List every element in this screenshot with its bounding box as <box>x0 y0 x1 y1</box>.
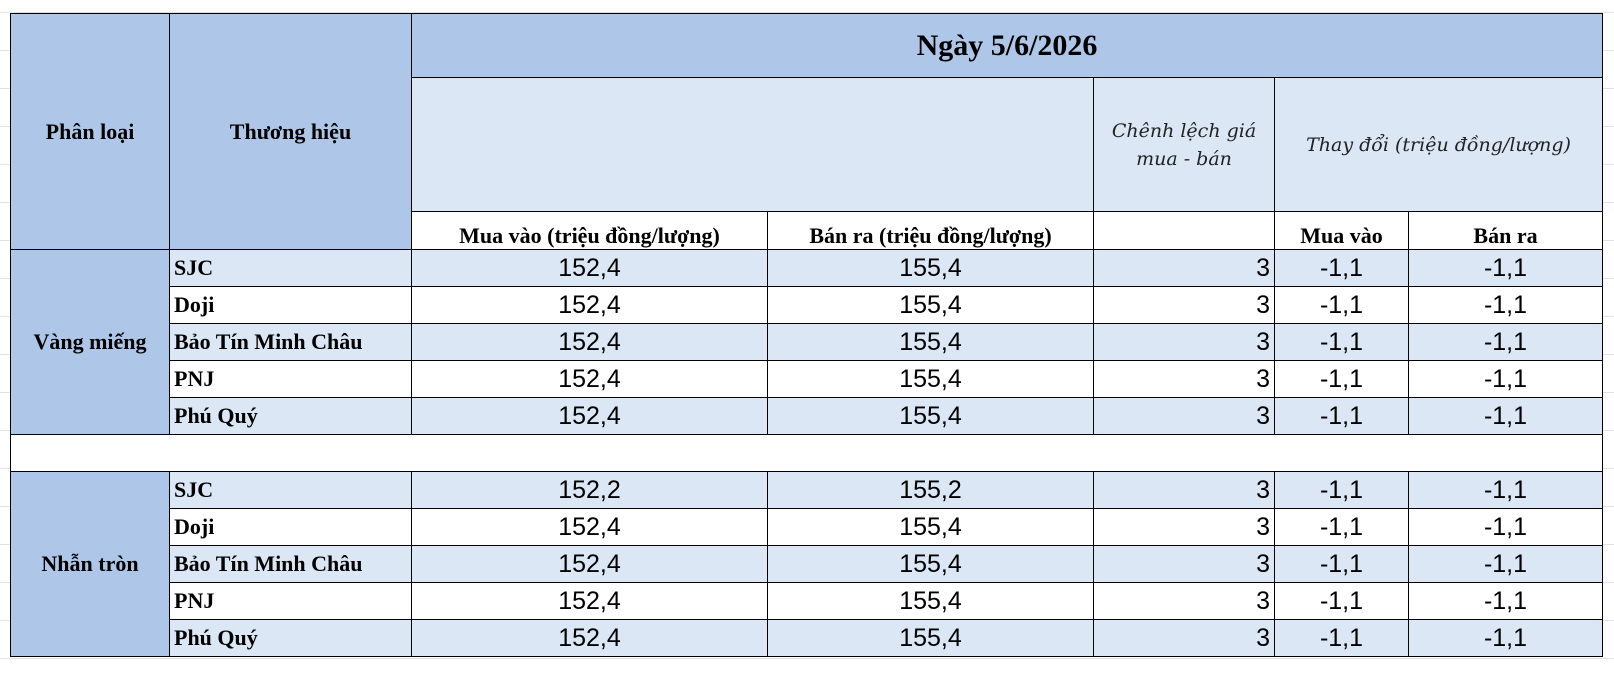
buy-price: 152,4 <box>411 397 768 435</box>
buy-header: Mua vào (triệu đồng/lượng) <box>411 211 768 250</box>
brand: Phú Quý <box>169 397 412 435</box>
spread-header: Chênh lệch giá mua - bán <box>1093 77 1275 212</box>
change-buy: -1,1 <box>1274 582 1409 620</box>
change-sell: -1,1 <box>1408 286 1603 324</box>
sell-price: 155,4 <box>767 249 1094 287</box>
sell-price: 155,4 <box>767 323 1094 361</box>
sell-header: Bán ra (triệu đồng/lượng) <box>767 211 1094 250</box>
category-cell: Vàng miếng <box>10 249 170 435</box>
change-buy: -1,1 <box>1274 360 1409 398</box>
blank-header <box>411 77 1094 212</box>
change-sell: -1,1 <box>1408 323 1603 361</box>
spread: 3 <box>1093 397 1275 435</box>
buy-price: 152,4 <box>411 582 768 620</box>
change-sell-header: Bán ra <box>1408 211 1603 250</box>
brand: SJC <box>169 249 412 287</box>
data-row: Vàng miếng SJC 152,4 155,4 3 -1,1 -1,1 <box>10 249 1603 435</box>
data-row: Phú Quý 152,4 155,4 3 -1,1 -1,1 <box>11 397 1603 435</box>
sell-price: 155,2 <box>767 471 1094 509</box>
change-buy: -1,1 <box>1274 619 1409 657</box>
spread: 3 <box>1093 323 1275 361</box>
buy-price: 152,4 <box>411 249 768 287</box>
brand-header: Thương hiệu <box>169 13 412 250</box>
change-buy: -1,1 <box>1274 249 1409 287</box>
spread: 3 <box>1093 619 1275 657</box>
spread: 3 <box>1093 508 1275 546</box>
spread: 3 <box>1093 471 1275 509</box>
change-header: Thay đổi (triệu đồng/lượng) <box>1274 77 1603 212</box>
data-row: PNJ 152,4 155,4 3 -1,1 -1,1 <box>11 360 1603 398</box>
buy-price: 152,4 <box>411 286 768 324</box>
sell-price: 155,4 <box>767 582 1094 620</box>
data-row: Phú Quý 152,4 155,4 3 -1,1 -1,1 <box>11 619 1603 657</box>
change-sell: -1,1 <box>1408 508 1603 546</box>
buy-price: 152,4 <box>411 508 768 546</box>
change-sell: -1,1 <box>1408 397 1603 435</box>
brand: Doji <box>169 286 412 324</box>
sell-price: 155,4 <box>767 397 1094 435</box>
spread: 3 <box>1093 582 1275 620</box>
data-row: PNJ 152,4 155,4 3 -1,1 -1,1 <box>11 582 1603 620</box>
change-buy: -1,1 <box>1274 323 1409 361</box>
change-buy: -1,1 <box>1274 397 1409 435</box>
change-buy-header: Mua vào <box>1274 211 1409 250</box>
buy-price: 152,4 <box>411 360 768 398</box>
brand: Doji <box>169 508 412 546</box>
change-sell: -1,1 <box>1408 249 1603 287</box>
brand: Bảo Tín Minh Châu <box>169 545 412 583</box>
data-row: Doji 152,4 155,4 3 -1,1 -1,1 <box>11 286 1603 324</box>
category-header: Phân loại <box>10 13 170 250</box>
brand: PNJ <box>169 582 412 620</box>
brand: SJC <box>169 471 412 509</box>
brand: Phú Quý <box>169 619 412 657</box>
buy-price: 152,4 <box>411 545 768 583</box>
date-header: Ngày 5/6/2026 <box>411 13 1603 78</box>
spread: 3 <box>1093 286 1275 324</box>
spread: 3 <box>1093 545 1275 583</box>
change-sell: -1,1 <box>1408 619 1603 657</box>
brand: Bảo Tín Minh Châu <box>169 323 412 361</box>
data-row: Bảo Tín Minh Châu 152,4 155,4 3 -1,1 -1,1 <box>11 545 1603 583</box>
buy-price: 152,4 <box>411 323 768 361</box>
sell-price: 155,4 <box>767 360 1094 398</box>
change-sell: -1,1 <box>1408 471 1603 509</box>
change-sell: -1,1 <box>1408 360 1603 398</box>
spread: 3 <box>1093 360 1275 398</box>
change-buy: -1,1 <box>1274 508 1409 546</box>
separator-row <box>10 434 1603 472</box>
data-row: Doji 152,4 155,4 3 -1,1 -1,1 <box>11 508 1603 546</box>
change-buy: -1,1 <box>1274 286 1409 324</box>
change-sell: -1,1 <box>1408 545 1603 583</box>
sell-price: 155,4 <box>767 286 1094 324</box>
category-cell: Nhẫn tròn <box>10 471 170 657</box>
brand: PNJ <box>169 360 412 398</box>
price-table: Phân loại Thương hiệu Ngày 5/6/2026 Chên… <box>10 13 1603 657</box>
table-body: Vàng miếng SJC 152,4 155,4 3 -1,1 -1,1 Doji 152,… <box>10 249 1603 657</box>
data-row: Nhẫn tròn SJC 152,2 155,2 3 -1,1 -1,1 <box>10 471 1603 657</box>
sell-price: 155,4 <box>767 508 1094 546</box>
change-sell: -1,1 <box>1408 582 1603 620</box>
buy-price: 152,4 <box>411 619 768 657</box>
change-buy: -1,1 <box>1274 471 1409 509</box>
data-row: Bảo Tín Minh Châu 152,4 155,4 3 -1,1 -1,1 <box>11 323 1603 361</box>
change-buy: -1,1 <box>1274 545 1409 583</box>
spread: 3 <box>1093 249 1275 287</box>
blank-header <box>1093 211 1275 250</box>
blank-cell <box>10 434 1603 472</box>
sell-price: 155,4 <box>767 545 1094 583</box>
buy-price: 152,2 <box>411 471 768 509</box>
sell-price: 155,4 <box>767 619 1094 657</box>
